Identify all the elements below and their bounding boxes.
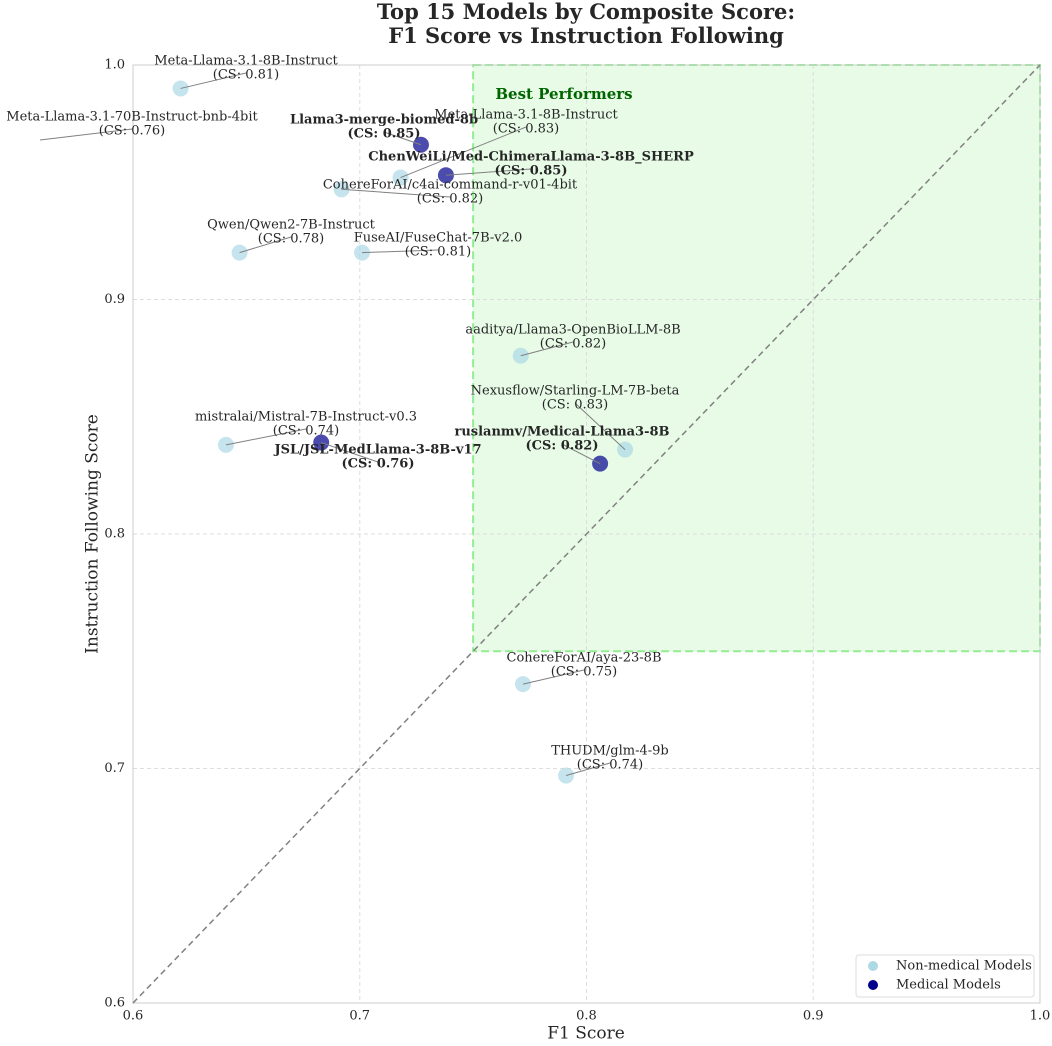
connector-line (574, 402, 626, 450)
x-tick-label: 0.8 (576, 1009, 597, 1024)
y-axis-label: Instruction Following Score (83, 414, 103, 654)
point-label: CohereForAI/aya-23-8B (507, 651, 662, 666)
y-tick-label: 0.7 (104, 761, 125, 776)
point-label: aaditya/Llama3-OpenBioLLM-8B (465, 323, 680, 338)
point-label: Meta-Llama-3.1-8B-Instruct (154, 54, 338, 69)
legend-label: Medical Models (896, 978, 1001, 993)
diagonal-line (132, 64, 1041, 1004)
connector-line (565, 762, 611, 777)
x-tick-label: 0.7 (349, 1009, 370, 1024)
point-cs-label: (CS: 0.81) (213, 68, 279, 83)
point-cs-label: (CS: 0.76) (341, 457, 414, 472)
point-label: Llama3-merge-biomed-8b (290, 113, 478, 128)
point-cs-label: (CS: 0.76) (99, 124, 165, 139)
y-tick-label: 0.6 (104, 996, 125, 1011)
y-tick-label: 0.8 (104, 527, 125, 542)
point-label: Nexusflow/Starling-LM-7B-beta (471, 384, 680, 399)
connector-line (341, 188, 451, 198)
point-cs-label: (CS: 0.82) (417, 192, 483, 207)
connector-line (400, 126, 527, 179)
connector-line (520, 341, 574, 357)
point-cs-label: (CS: 0.83) (493, 122, 559, 137)
point-label: Qwen/Qwen2-7B-Instruct (207, 218, 375, 233)
point-cs-label: (CS: 0.78) (258, 232, 324, 247)
highlight-label: Best Performers (495, 85, 632, 103)
point-label: THUDM/glm-4-9b (551, 744, 669, 759)
connector-line (445, 168, 532, 176)
point-label: mistralai/Mistral-7B-Instruct-v0.3 (195, 410, 417, 425)
chart-title: Top 15 Models by Composite Score: F1 Sco… (376, 0, 796, 48)
connector-line (239, 236, 292, 254)
x-tick-label: 0.9 (803, 1009, 824, 1024)
point-label: FuseAI/FuseChat-7B-v2.0 (354, 231, 523, 246)
point-cs-label: (CS: 0.75) (551, 665, 617, 680)
y-tick-label: 0.9 (104, 292, 125, 307)
legend-marker (868, 961, 878, 971)
connector-line (383, 131, 422, 146)
point-label: CohereForAI/c4ai-command-r-v01-4bit (323, 178, 578, 193)
connector-line (180, 72, 247, 89)
point-cs-label: (CS: 0.74) (273, 424, 339, 439)
point-cs-label: (CS: 0.81) (405, 245, 471, 260)
x-axis-label: F1 Score (547, 1024, 625, 1044)
point-label: ChenWeiLi/Med-ChimeraLlama-3-8B_SHERP (368, 150, 694, 165)
x-tick-label: 1.0 (1030, 1009, 1051, 1024)
point-label: Meta-Llama-3.1-8B-Instruct (434, 108, 618, 123)
point-cs-label: (CS: 0.83) (542, 398, 608, 413)
legend-label: Non-medical Models (896, 959, 1032, 974)
connector-line (362, 249, 439, 254)
legend-marker (868, 980, 878, 990)
x-tick-label: 0.6 (123, 1009, 144, 1024)
connector-line (225, 428, 307, 446)
point-label: ruslanmv/Medical-Llama3-8B (454, 425, 669, 440)
connector-line (561, 443, 601, 465)
point-label: JSL/JSL-MedLlama-3-8B-v17 (273, 443, 481, 458)
connector-line (39, 128, 133, 141)
labels: Meta-Llama-3.1-8B-Instruct(CS: 0.81)Meta… (6, 54, 694, 777)
point-cs-label: (CS: 0.85) (494, 164, 567, 179)
connector-line (522, 669, 585, 685)
legend-box (855, 954, 1035, 998)
point-cs-label: (CS: 0.74) (577, 758, 643, 773)
connector-line (321, 442, 379, 463)
plot-frame (132, 64, 1041, 1004)
point-label: Meta-Llama-3.1-70B-Instruct-bnb-4bit (6, 110, 258, 125)
point-cs-label: (CS: 0.85) (347, 127, 420, 142)
point-cs-label: (CS: 0.82) (540, 337, 606, 352)
y-tick-label: 1.0 (104, 58, 125, 73)
point-cs-label: (CS: 0.82) (525, 439, 598, 454)
